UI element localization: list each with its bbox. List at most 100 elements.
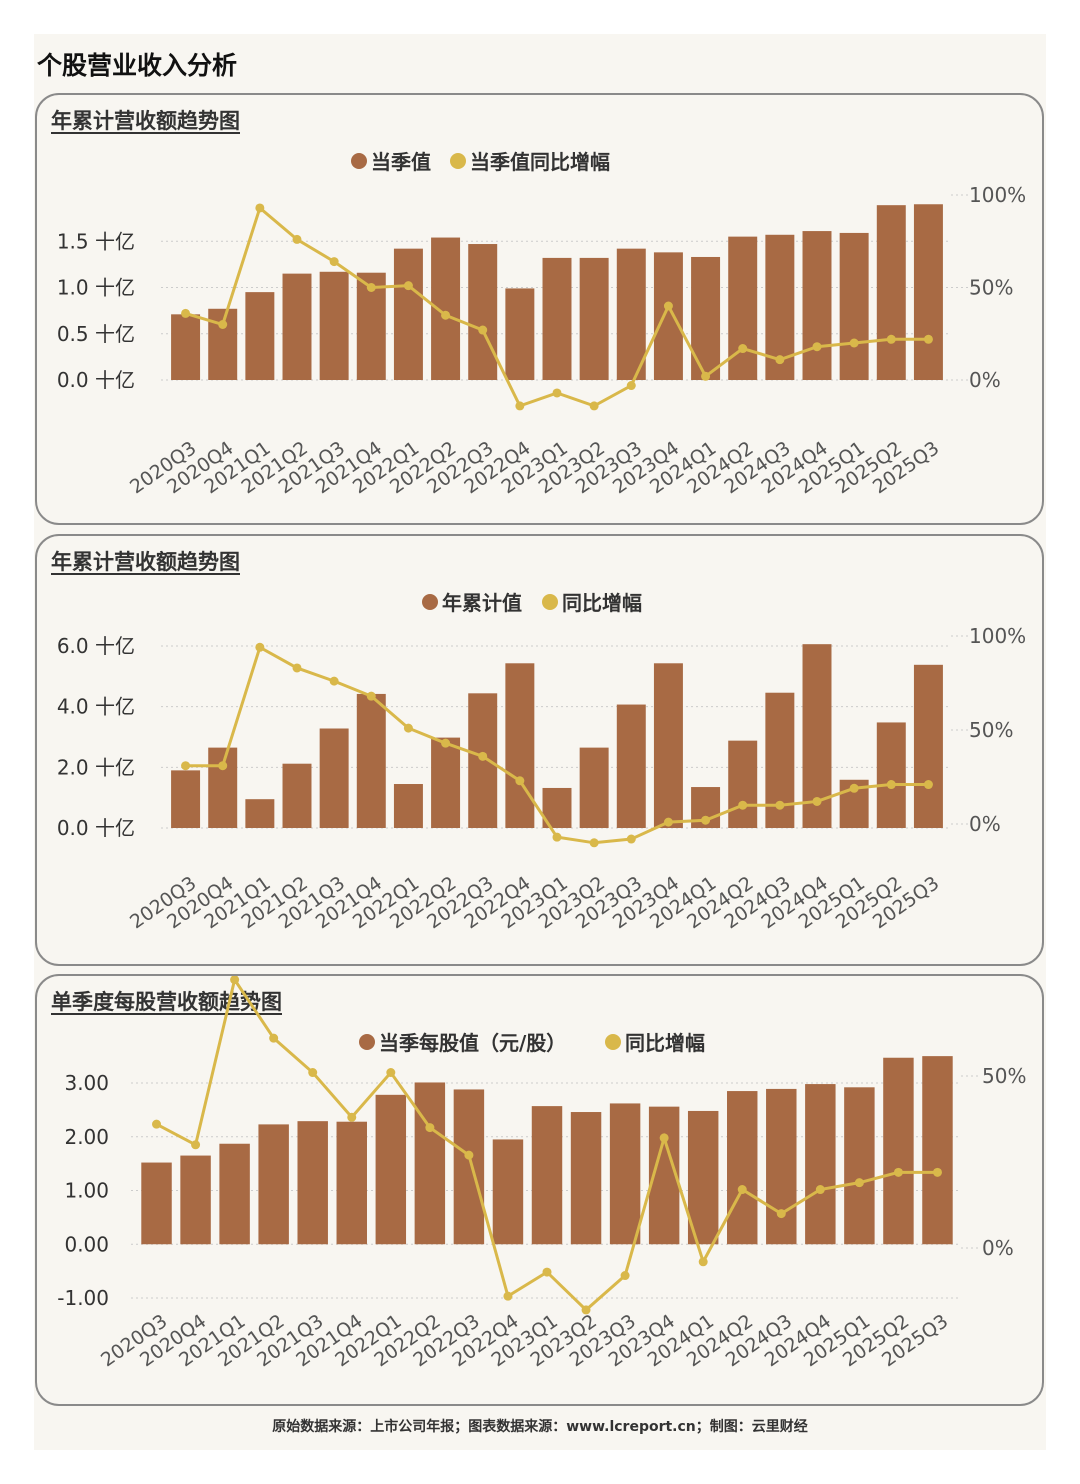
- line-point: [893, 1167, 903, 1177]
- line-point: [854, 1178, 864, 1188]
- bar: [728, 236, 758, 380]
- line-point: [776, 1209, 786, 1219]
- bar: [727, 1091, 758, 1245]
- line-point: [552, 832, 562, 842]
- right-tick-label: 100%: [969, 624, 1026, 648]
- bar: [141, 1162, 172, 1245]
- chart-2-svg: 0.0 十亿2.0 十亿4.0 十亿6.0 十亿0%50%100%2020Q32…: [57, 591, 1026, 933]
- legend-line-marker: [605, 1034, 621, 1050]
- line-point: [515, 401, 525, 411]
- bar: [505, 663, 535, 828]
- bar: [876, 722, 906, 828]
- line-point: [849, 783, 859, 793]
- right-tick-label: 50%: [982, 1064, 1026, 1088]
- line-point: [663, 817, 673, 827]
- line-point: [464, 1150, 474, 1160]
- bar: [453, 1089, 485, 1245]
- bar: [687, 1110, 719, 1245]
- bar: [245, 799, 275, 828]
- line-point: [626, 834, 636, 844]
- left-tick-label: 2.0 十亿: [57, 755, 135, 779]
- line-point: [292, 234, 302, 244]
- line-point: [255, 203, 265, 213]
- line-point: [626, 381, 636, 391]
- bar: [805, 1084, 836, 1245]
- left-tick-label: 0.5 十亿: [57, 322, 135, 346]
- bar: [570, 1112, 602, 1245]
- bar: [171, 770, 201, 828]
- bar: [245, 292, 275, 380]
- line-point: [589, 401, 599, 411]
- bar: [208, 747, 238, 828]
- line-point: [269, 1033, 279, 1043]
- legend-line-label: 同比增幅: [625, 1031, 705, 1055]
- legend-line-label: 当季值同比增幅: [470, 150, 610, 174]
- line-point: [923, 334, 933, 344]
- line-point: [329, 676, 339, 686]
- line-point: [737, 1185, 747, 1195]
- legend-line-marker: [450, 153, 466, 169]
- chart-panel-2: 年累计营收额趋势图 0.0 十亿 2.0 十亿 4.0 十亿 6.0 十亿 0% 50% 1…: [35, 534, 1044, 966]
- line-point: [218, 320, 228, 329]
- line-point: [515, 776, 525, 786]
- line-point: [441, 310, 451, 320]
- bar: [766, 1088, 797, 1245]
- bar: [616, 704, 646, 828]
- bar: [883, 1057, 914, 1245]
- bar: [319, 271, 349, 380]
- bar: [691, 256, 721, 380]
- legend-bar-label: 当季值: [371, 150, 431, 174]
- line-point: [230, 976, 240, 985]
- right-tick-label: 50%: [969, 718, 1013, 742]
- line-point: [191, 1140, 201, 1150]
- left-tick-label: 3.00: [64, 1071, 109, 1095]
- line-point: [181, 761, 191, 771]
- bar: [505, 288, 535, 380]
- bar: [297, 1121, 328, 1245]
- line-point: [425, 1123, 435, 1133]
- legend-bar-marker: [422, 594, 438, 610]
- bar: [356, 693, 386, 828]
- line-point: [308, 1068, 318, 1078]
- bar: [393, 248, 423, 380]
- legend-line-marker: [542, 594, 558, 610]
- bar: [579, 747, 609, 828]
- legend-line-label: 同比增幅: [562, 591, 642, 615]
- left-tick-label: 1.5 十亿: [57, 229, 135, 253]
- bar: [258, 1124, 289, 1245]
- bar: [913, 664, 943, 828]
- bar: [876, 205, 906, 380]
- bar: [922, 1056, 953, 1245]
- right-tick-label: 100%: [969, 183, 1026, 207]
- line-point: [812, 796, 822, 806]
- line-point: [403, 723, 413, 733]
- bar: [653, 663, 683, 828]
- bar: [219, 1143, 250, 1245]
- bar: [393, 784, 423, 828]
- line-point: [581, 1305, 591, 1315]
- chart-1-svg: 0.0 十亿0.5 十亿1.0 十亿1.5 十亿0%50%100%2020Q32…: [57, 150, 1026, 498]
- line-point: [329, 257, 339, 267]
- line-point: [701, 815, 711, 825]
- bar: [531, 1106, 563, 1245]
- bar: [728, 740, 758, 828]
- line-point: [849, 338, 859, 348]
- line-point: [347, 1112, 357, 1122]
- bar: [171, 314, 201, 380]
- line-point: [659, 1133, 669, 1143]
- line-point: [552, 388, 562, 398]
- line-point: [812, 342, 822, 352]
- bar: [802, 231, 832, 380]
- line-point: [775, 800, 785, 810]
- line-point: [441, 738, 451, 748]
- bar: [913, 204, 943, 380]
- chart-panel-3: 单季度每股营收额趋势图 -1.00 0.00 1.00 2.00 3.00 0% 50% 20…: [35, 974, 1044, 1406]
- left-tick-label: 0.0 十亿: [57, 816, 135, 840]
- bar: [180, 1155, 211, 1245]
- line-point: [589, 838, 599, 848]
- line-point: [923, 780, 933, 790]
- line-point: [886, 334, 896, 344]
- line-point: [478, 325, 488, 335]
- left-tick-label: -1.00: [57, 1286, 109, 1310]
- bar: [542, 257, 572, 380]
